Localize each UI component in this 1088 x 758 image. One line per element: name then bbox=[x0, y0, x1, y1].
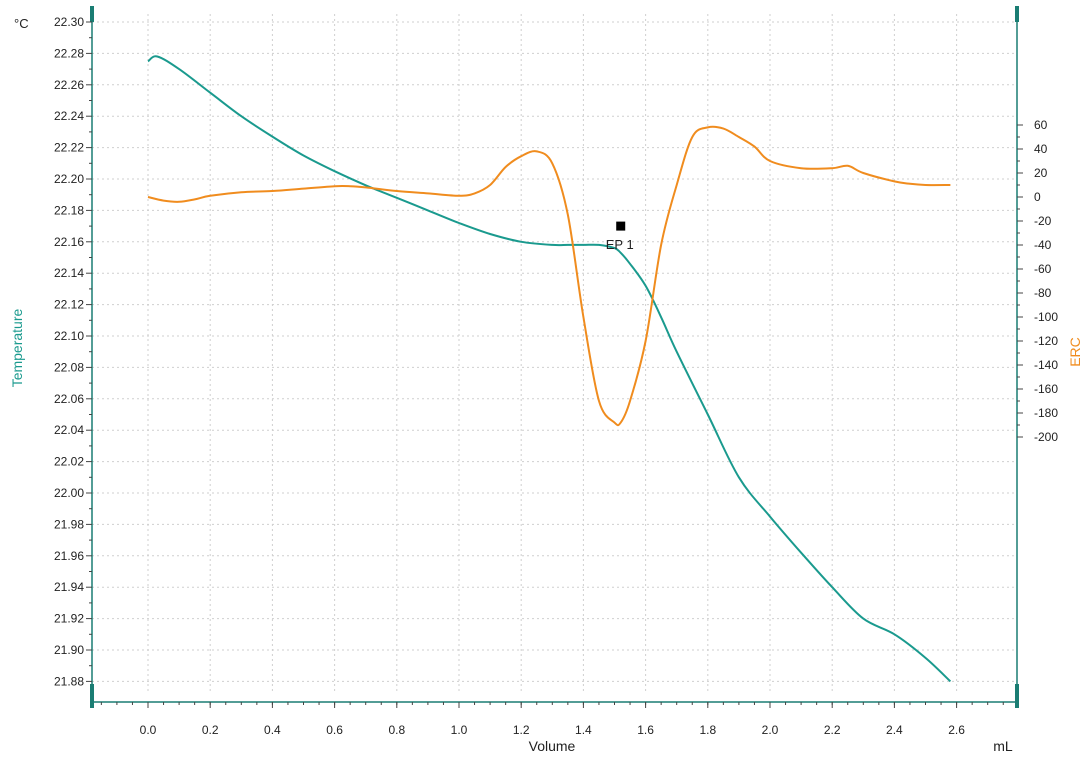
y-left-tick-label: 22.04 bbox=[54, 423, 84, 437]
x-axis-title: Volume bbox=[529, 738, 576, 754]
y-left-tick-label: 22.12 bbox=[54, 298, 84, 312]
x-tick-label: 0.0 bbox=[140, 723, 157, 737]
y-right-tick-label: -120 bbox=[1034, 334, 1058, 348]
y-right-tick-label: -80 bbox=[1034, 286, 1052, 300]
y-left-tick-label: 22.16 bbox=[54, 235, 84, 249]
grid bbox=[92, 14, 1017, 692]
series-line-temperature bbox=[147, 55, 952, 683]
y-left-tick-label: 22.02 bbox=[54, 455, 84, 469]
y-right-tick-label: 20 bbox=[1034, 166, 1048, 180]
y-left-tick-label: 22.10 bbox=[54, 329, 84, 343]
annotations: EP 1 bbox=[606, 221, 634, 252]
x-tick-label: 2.0 bbox=[762, 723, 779, 737]
y-right-tick-label: -160 bbox=[1034, 382, 1058, 396]
x-tick-label: 2.6 bbox=[948, 723, 965, 737]
y-right-tick-label: 60 bbox=[1034, 118, 1048, 132]
y-left-tick-label: 22.08 bbox=[54, 360, 84, 374]
axes-frame bbox=[90, 6, 1019, 708]
x-tick-label: 1.8 bbox=[699, 723, 716, 737]
x-tick-label: 2.2 bbox=[824, 723, 841, 737]
x-tick-label: 0.2 bbox=[202, 723, 219, 737]
y-left-tick-label: 22.22 bbox=[54, 141, 84, 155]
y-left-tick-label: 22.00 bbox=[54, 486, 84, 500]
y-right-tick-label: -140 bbox=[1034, 358, 1058, 372]
endpoint-marker bbox=[616, 221, 626, 231]
y-right-tick-label: 40 bbox=[1034, 142, 1048, 156]
y-left-tick-label: 21.94 bbox=[54, 580, 84, 594]
y-right-tick-label: -180 bbox=[1034, 406, 1058, 420]
y-left-tick-label: 21.98 bbox=[54, 517, 84, 531]
y-right-tick-label: -20 bbox=[1034, 214, 1052, 228]
y-right-axis-title: ERC bbox=[1067, 337, 1083, 367]
y-right-tick-label: -60 bbox=[1034, 262, 1052, 276]
x-axis-unit: mL bbox=[993, 738, 1013, 754]
y-right-tick-label: 0 bbox=[1034, 190, 1041, 204]
series-lines bbox=[147, 55, 952, 683]
x-tick-label: 0.6 bbox=[326, 723, 343, 737]
x-tick-label: 1.4 bbox=[575, 723, 592, 737]
x-tick-label: 0.4 bbox=[264, 723, 281, 737]
y-right-tick-label: -200 bbox=[1034, 430, 1058, 444]
x-tick-label: 2.4 bbox=[886, 723, 903, 737]
x-tick-label: 1.2 bbox=[513, 723, 530, 737]
y-left-tick-label: 22.18 bbox=[54, 203, 84, 217]
y-left-tick-label: 21.90 bbox=[54, 643, 84, 657]
y-left-tick-label: 22.24 bbox=[54, 109, 84, 123]
y-left-tick-label: 22.28 bbox=[54, 46, 84, 60]
y-left-tick-label: 22.20 bbox=[54, 172, 84, 186]
y-left-tick-label: 21.92 bbox=[54, 612, 84, 626]
y-left-tick-label: 22.30 bbox=[54, 15, 84, 29]
x-tick-label: 0.8 bbox=[388, 723, 405, 737]
y-left-tick-label: 21.96 bbox=[54, 549, 84, 563]
series-line-erc bbox=[147, 125, 951, 427]
x-tick-label: 1.0 bbox=[451, 723, 468, 737]
y-left-axis-title: Temperature bbox=[9, 308, 25, 387]
y-right-tick-label: -40 bbox=[1034, 238, 1052, 252]
endpoint-label: EP 1 bbox=[606, 237, 634, 252]
y-left-unit-label: °C bbox=[14, 16, 29, 31]
y-left-tick-label: 21.88 bbox=[54, 674, 84, 688]
y-left-tick-label: 22.26 bbox=[54, 78, 84, 92]
x-tick-label: 1.6 bbox=[637, 723, 654, 737]
y-right-tick-label: -100 bbox=[1034, 310, 1058, 324]
axis-ticks: 21.88 21.90 21.92 21.94 21.96 21.98 22.00 22.02… bbox=[54, 15, 1058, 737]
y-left-tick-label: 22.14 bbox=[54, 266, 84, 280]
y-left-tick-label: 22.06 bbox=[54, 392, 84, 406]
